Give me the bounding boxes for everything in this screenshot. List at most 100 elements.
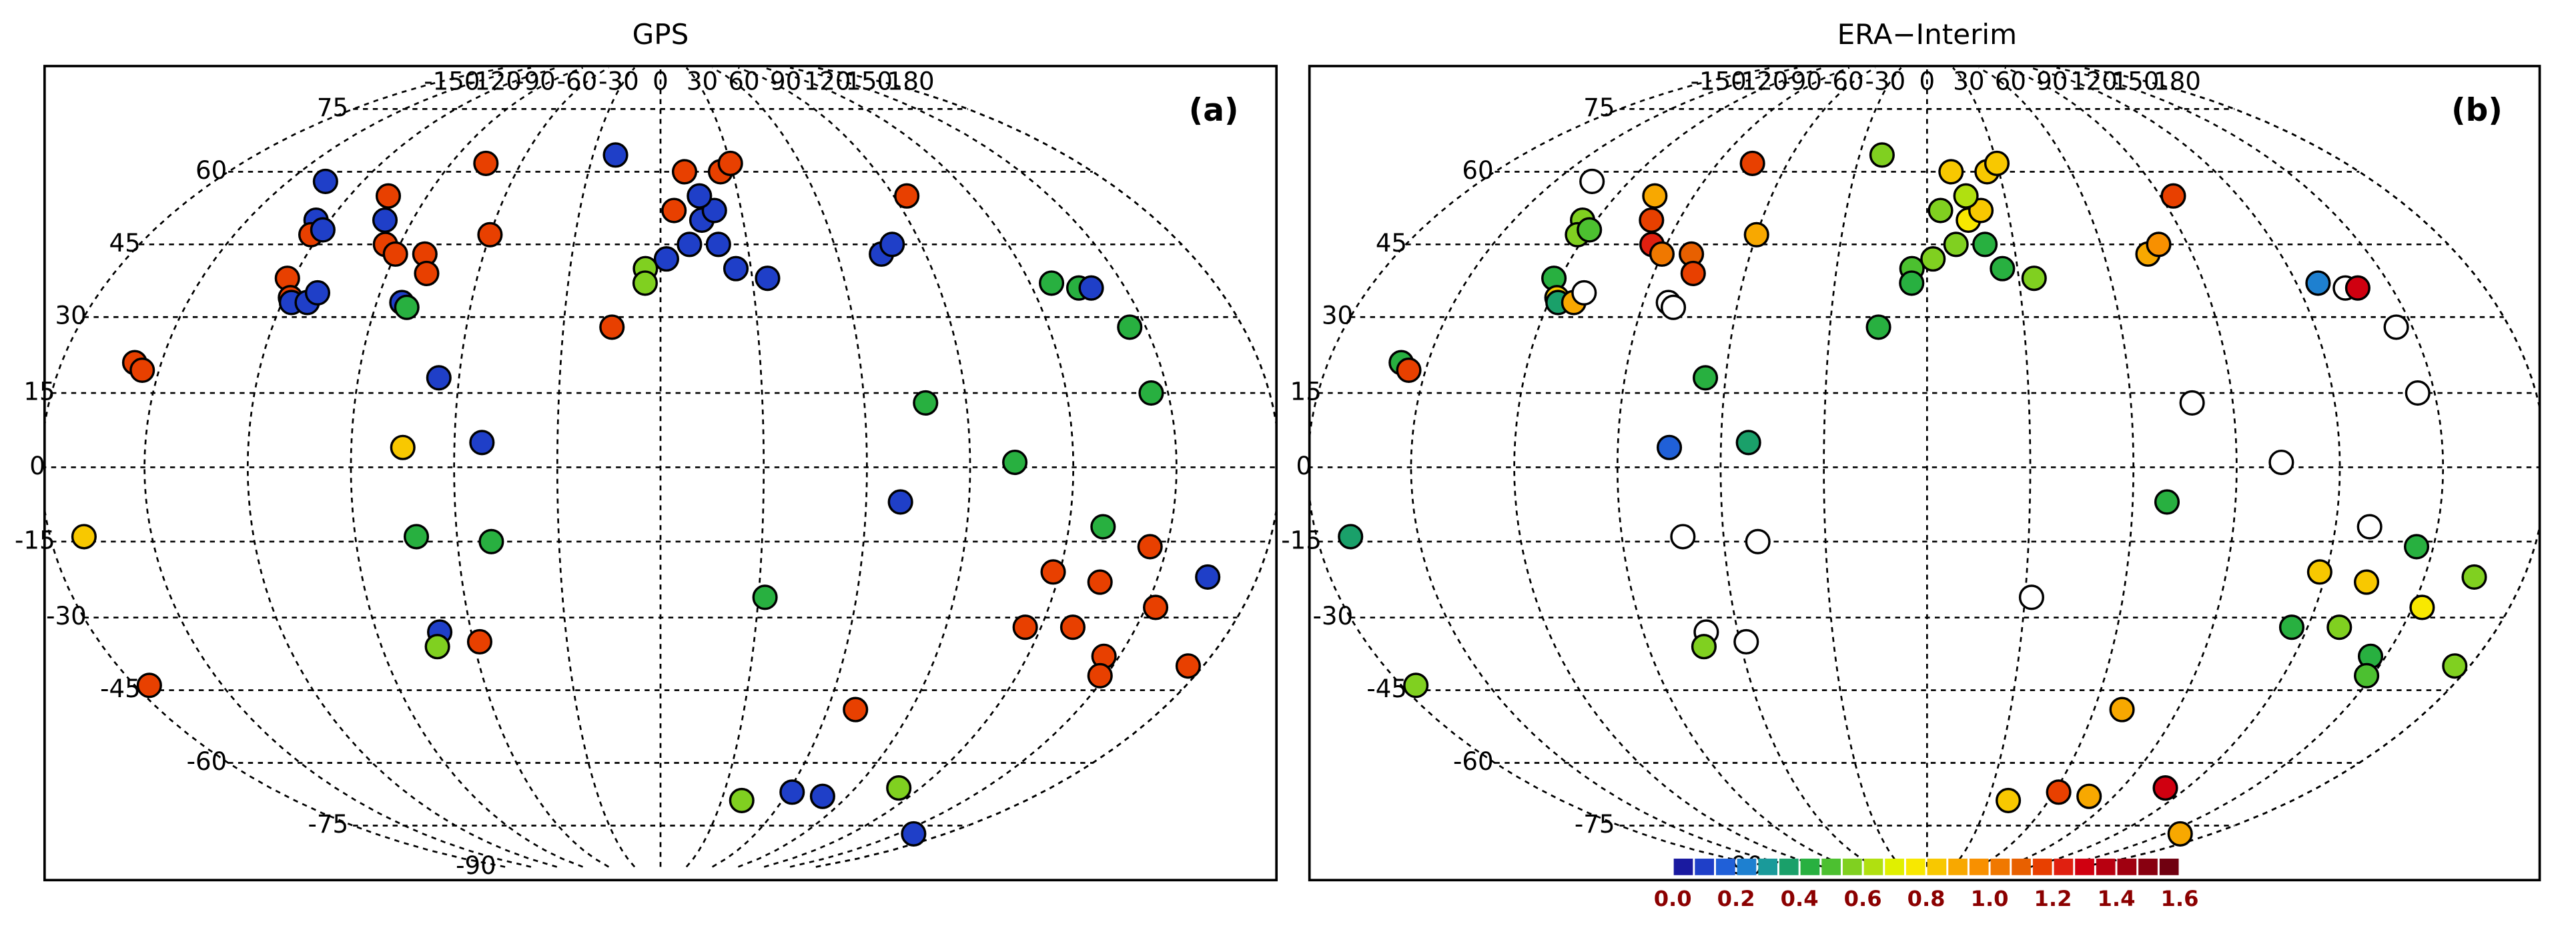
lat-tick-label: 75 — [1583, 93, 1615, 122]
lat-tick-label: 60 — [1462, 156, 1493, 185]
map-area — [44, 67, 1277, 868]
station — [426, 365, 452, 391]
colorbar-box — [2159, 859, 2179, 875]
station — [1990, 256, 2016, 282]
station — [1693, 365, 1719, 391]
colorbar-box — [1758, 859, 1777, 875]
station — [2461, 564, 2487, 590]
meridian — [246, 67, 558, 868]
colorbar-box — [2138, 859, 2158, 875]
station — [2021, 266, 2047, 292]
colorbar-box — [1948, 859, 1968, 875]
lat-tick-label: -75 — [1575, 810, 1615, 839]
lon-tick-label: 0 — [1919, 67, 1936, 95]
station — [1039, 270, 1065, 296]
colorbar-tick-label: 0.2 — [1717, 886, 1755, 911]
meridian — [763, 67, 1075, 868]
station — [677, 231, 703, 258]
lon-tick-label: 120 — [2070, 67, 2118, 95]
station — [71, 524, 97, 550]
station — [1865, 314, 1891, 340]
station — [599, 314, 625, 340]
lat-tick-label: 15 — [23, 378, 55, 406]
station — [2442, 653, 2468, 679]
station — [886, 775, 912, 801]
station — [2326, 614, 2352, 640]
lat-tick-label: -30 — [1312, 602, 1353, 630]
station — [403, 524, 430, 550]
station — [469, 430, 495, 456]
colorbar-box — [1737, 859, 1757, 875]
station — [2268, 449, 2294, 476]
station — [2018, 584, 2044, 610]
station — [1670, 524, 1696, 550]
station — [129, 357, 155, 383]
station — [661, 197, 687, 223]
lat-tick-label: 45 — [1376, 229, 1407, 258]
station — [2160, 183, 2186, 209]
colorbar-box — [1715, 859, 1735, 875]
station — [913, 390, 939, 416]
station — [304, 280, 331, 306]
station — [1012, 614, 1038, 640]
lat-tick-label: -30 — [46, 602, 87, 630]
lon-tick-label: 0 — [653, 67, 669, 95]
station — [1735, 430, 1761, 456]
station — [1117, 314, 1143, 340]
station — [1040, 559, 1066, 585]
station — [1577, 217, 1603, 243]
colorbar-tick-label: 1.4 — [2098, 886, 2136, 911]
station — [1579, 168, 1605, 195]
station — [1899, 270, 1925, 296]
station — [1087, 569, 1113, 595]
station — [1396, 357, 1422, 383]
colorbar-box — [2012, 859, 2031, 875]
station — [1656, 434, 1683, 460]
station — [1938, 159, 1964, 185]
station — [473, 150, 499, 176]
lon-tick-label: 60 — [728, 67, 759, 95]
lon-tick-label: -90 — [515, 67, 556, 95]
lon-tick-label: -120 — [466, 67, 522, 95]
station — [1087, 662, 1113, 688]
lat-tick-label: 75 — [317, 93, 348, 122]
colorbar-box — [1842, 859, 1862, 875]
station — [1745, 528, 1771, 554]
colorbar-box — [2054, 859, 2074, 875]
station — [1943, 231, 1969, 258]
colorbar-box — [1821, 859, 1841, 875]
station — [2278, 614, 2305, 640]
station — [1078, 275, 1104, 301]
station — [1195, 564, 1221, 590]
station — [1691, 634, 1717, 660]
station — [2409, 594, 2435, 620]
station — [1001, 449, 1028, 476]
station — [2403, 534, 2430, 560]
lat-tick-label: 15 — [1290, 378, 1322, 406]
station — [901, 821, 927, 847]
station — [1927, 197, 1954, 223]
station — [602, 142, 628, 168]
station — [1143, 594, 1169, 620]
station — [1660, 294, 1687, 320]
station — [2344, 275, 2371, 301]
station — [2167, 821, 2193, 847]
lat-tick-label: -45 — [1366, 674, 1407, 703]
station — [2154, 489, 2180, 515]
lon-tick-label: 60 — [1995, 67, 2026, 95]
station — [2354, 662, 2380, 688]
station — [2356, 514, 2383, 540]
station — [477, 221, 503, 248]
lat-tick-label: -45 — [100, 674, 141, 703]
station — [390, 434, 416, 460]
station — [632, 270, 658, 296]
map-area — [1309, 67, 2540, 868]
colorbar-tick-label: 1.6 — [2161, 886, 2199, 911]
colorbar-box — [1673, 859, 1693, 875]
station — [1403, 672, 1429, 699]
station — [1953, 183, 1979, 209]
station — [1137, 534, 1163, 560]
station — [1639, 207, 1665, 234]
lat-tick-label: -75 — [308, 810, 349, 839]
panel-label: (a) — [1189, 92, 1239, 129]
